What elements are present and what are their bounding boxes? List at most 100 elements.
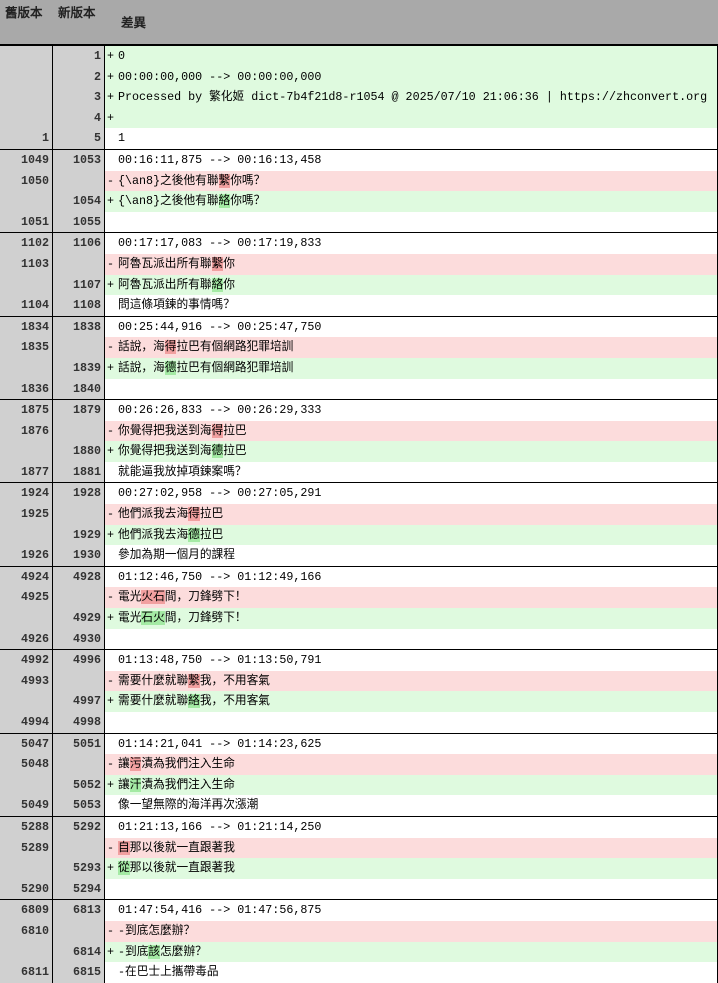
table-header: 舊版本 新版本 差異 — [0, 0, 718, 46]
added-line: 5052 + 讓汗漬為我們注入生命 — [0, 774, 718, 796]
added-line: 1054 + {\an8}之後他有聯絡你嗎？ — [0, 191, 718, 212]
diff-body: 1 +0 2 +00:00:00,000 --> 00:00:00,000 3 + Proc… — [0, 46, 718, 983]
removed-line: 4925 - 電光火石間，刀鋒劈下！ — [0, 587, 718, 609]
new-line-number — [53, 170, 105, 192]
removed-line: 5048 - 讓污漬為我們注入生命 — [0, 754, 718, 775]
context-line: 4924 4928 01:12:46,750 --> 01:12:49,166 — [0, 566, 718, 588]
old-line-number: 5289 — [0, 837, 53, 859]
line-text: 阿魯瓦派出所有聯 — [118, 277, 212, 292]
old-line-number: 5049 — [0, 795, 53, 816]
line-content: 參加為期一個月的課程 — [105, 545, 718, 566]
line-text: 拉巴 — [223, 444, 247, 459]
context-line: 1836 1840 — [0, 378, 718, 400]
diff-hunk: 1834 1838 00:25:44,916 --> 00:25:47,750 183… — [0, 315, 718, 400]
new-line-number: 1881 — [53, 461, 105, 483]
new-line-number: 4930 — [53, 628, 105, 650]
new-line-number: 1928 — [53, 483, 105, 505]
line-content: - 電光火石間，刀鋒劈下！ — [105, 587, 718, 609]
old-line-number: 1925 — [0, 504, 53, 525]
line-text: 我，不用客氣 — [199, 673, 270, 688]
added-line: 4 + — [0, 107, 718, 129]
line-text: 話說，海 — [118, 360, 165, 375]
diff-hunk: 5288 5292 01:21:13,166 --> 01:21:14,250 528… — [0, 815, 718, 900]
diff-marker: - — [107, 256, 115, 271]
line-content: 01:13:48,750 --> 01:13:50,791 — [105, 650, 718, 671]
diff-marker: + — [107, 444, 115, 459]
line-text: 漬為我們注入生命 — [141, 757, 235, 772]
changed-text: 污 — [129, 757, 142, 772]
line-text: 那以後就一直跟著我 — [129, 840, 235, 855]
context-line: 5049 5053 像一望無際的海洋再次漲潮 — [0, 795, 718, 816]
line-text: 讓 — [118, 777, 130, 792]
diff-marker: + — [107, 611, 115, 626]
line-text: 00:17:17,083 --> 00:17:19,833 — [118, 236, 322, 251]
line-text: 01:21:13,166 --> 01:21:14,250 — [118, 819, 322, 834]
line-content: 00:25:44,916 --> 00:25:47,750 — [105, 316, 718, 338]
line-text: 00:00:00,000 --> 00:00:00,000 — [118, 69, 322, 84]
line-content: - {\an8}之後他有聯繫你嗎？ — [105, 170, 718, 192]
context-line: 1924 1928 00:27:02,958 --> 00:27:05,291 — [0, 483, 718, 505]
line-text: 拉巴 — [199, 527, 224, 542]
new-line-number — [53, 837, 105, 859]
line-text: -到底怎麼辦？ — [118, 923, 196, 938]
new-line-number: 4996 — [53, 650, 105, 671]
diff-hunk: 1924 1928 00:27:02,958 --> 00:27:05,291 192… — [0, 482, 718, 566]
new-line-number: 5 — [53, 128, 105, 149]
old-line-number — [0, 441, 53, 462]
line-text: {\an8}之後他有聯 — [118, 194, 219, 209]
line-text: 01:14:21,041 --> 01:14:23,625 — [118, 736, 322, 751]
old-line-number: 4994 — [0, 712, 53, 733]
new-line-number: 1839 — [53, 357, 105, 379]
diff-marker: + — [107, 90, 115, 105]
diff-marker: + — [107, 69, 115, 84]
line-content: - 需要什麼就聯繫我，不用客氣 — [105, 670, 718, 692]
added-line: 3 + Processed by 繁化姬 dict-7b4f21d8-r1054 @… — [0, 87, 718, 108]
line-content — [105, 628, 718, 650]
changed-text: 繫 — [218, 173, 231, 188]
line-text: 讓 — [118, 757, 130, 772]
old-version-header: 舊版本 — [5, 5, 43, 20]
new-line-number — [53, 420, 105, 442]
line-content: + 需要什麼就聯絡我，不用客氣 — [105, 691, 718, 712]
diff-hunk: 4924 4928 01:12:46,750 --> 01:12:49,166 492… — [0, 565, 718, 650]
old-line-number: 5048 — [0, 754, 53, 775]
line-text: 像一望無際的海洋再次漲潮 — [118, 798, 259, 813]
line-text: 間，刀鋒劈下！ — [164, 611, 247, 626]
line-content: -在巴士上攜帶毒品 — [105, 962, 718, 983]
line-text: 拉巴有個網路犯罪培訓 — [176, 340, 294, 355]
added-line: 1 +0 — [0, 46, 718, 67]
old-line-number — [0, 66, 53, 88]
line-text: 1 — [118, 131, 126, 146]
changed-text: 汗 — [129, 777, 142, 792]
old-line-number: 4926 — [0, 628, 53, 650]
new-line-number: 1 — [53, 46, 105, 67]
line-text: 拉巴 — [223, 423, 247, 438]
diff-marker: + — [107, 360, 115, 375]
new-line-number: 1838 — [53, 316, 105, 338]
diff-hunk: 5047 5051 01:14:21,041 --> 01:14:23,625 504… — [0, 732, 718, 816]
old-line-number: 1051 — [0, 211, 53, 233]
old-line-number: 1876 — [0, 420, 53, 442]
old-line-number: 6810 — [0, 920, 53, 942]
old-line-number: 1 — [0, 128, 53, 149]
line-text: Processed by 繁化姬 dict-7b4f21d8-r1054 @ 2… — [118, 90, 708, 105]
changed-text: 絡 — [211, 277, 224, 292]
removed-line: 4993 - 需要什麼就聯繫我，不用客氣 — [0, 670, 718, 692]
line-text: 我，不用客氣 — [199, 694, 270, 709]
new-line-number: 1930 — [53, 545, 105, 566]
old-line-number — [0, 46, 53, 67]
line-text: 你 — [223, 277, 235, 292]
added-line: 1929 + 他們派我去海德拉巴 — [0, 524, 718, 546]
line-content: +0 — [105, 46, 718, 67]
line-content — [105, 712, 718, 733]
line-content: - 他們派我去海得拉巴 — [105, 504, 718, 525]
changed-text: 得 — [211, 423, 224, 438]
diff-hunk: 4992 4996 01:13:48,750 --> 01:13:50,791 499… — [0, 649, 718, 733]
line-text: 你 — [223, 256, 235, 271]
line-text: 00:27:02,958 --> 00:27:05,291 — [118, 486, 322, 501]
line-content: 1 — [105, 128, 718, 149]
diff-hunk: 1875 1879 00:26:26,833 --> 00:26:29,333 187… — [0, 399, 718, 483]
old-line-number: 1877 — [0, 461, 53, 483]
added-line: 1107 + 阿魯瓦派出所有聯絡你 — [0, 274, 718, 296]
line-text: 電光 — [118, 611, 142, 626]
